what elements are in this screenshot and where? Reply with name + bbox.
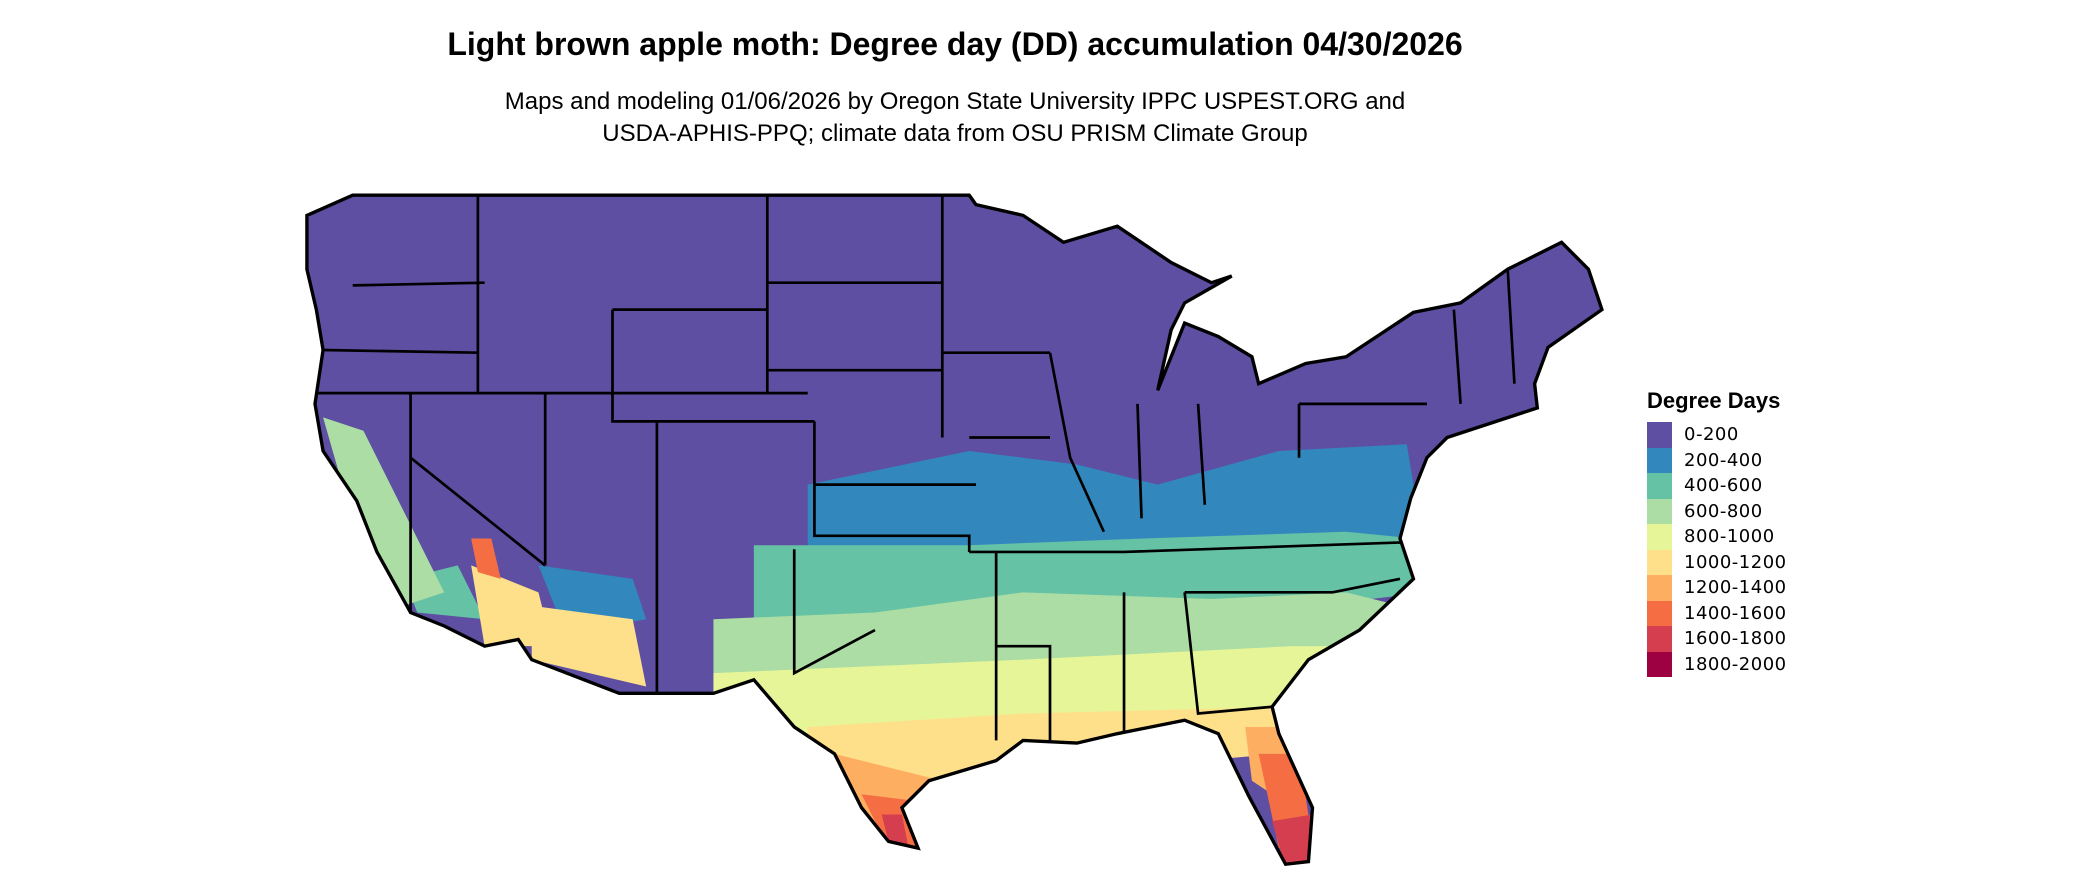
legend-swatch bbox=[1647, 524, 1672, 550]
legend-label: 1400-1600 bbox=[1684, 602, 1787, 624]
legend-swatch bbox=[1647, 473, 1672, 499]
map-title: Light brown apple moth: Degree day (DD) … bbox=[447, 26, 1463, 62]
map-subtitle: Maps and modeling 01/06/2026 by Oregon S… bbox=[0, 86, 1910, 150]
subtitle-line-2: USDA-APHIS-PPQ; climate data from OSU PR… bbox=[602, 120, 1308, 147]
legend-swatch bbox=[1647, 626, 1672, 652]
legend-label: 400-600 bbox=[1684, 475, 1763, 497]
legend-item: 1800-2000 bbox=[1647, 651, 1787, 677]
legend: Degree Days 0-200 200-400 400-600 600-800 80… bbox=[1647, 388, 1787, 677]
legend-item: 200-400 bbox=[1647, 447, 1787, 473]
legend-swatch bbox=[1647, 651, 1672, 677]
legend-swatch bbox=[1647, 447, 1672, 473]
legend-swatch bbox=[1647, 549, 1672, 575]
legend-label: 200-400 bbox=[1684, 449, 1763, 471]
legend-label: 0-200 bbox=[1684, 424, 1739, 446]
state-border bbox=[316, 195, 1516, 748]
legend-swatch bbox=[1647, 498, 1672, 524]
legend-title: Degree Days bbox=[1647, 388, 1781, 413]
legend-item: 1200-1400 bbox=[1647, 575, 1787, 601]
legend-label: 1800-2000 bbox=[1684, 653, 1787, 675]
dd-zone-1800-2000 bbox=[1251, 861, 1320, 865]
legend-item: 1400-1600 bbox=[1647, 600, 1787, 626]
legend-item: 600-800 bbox=[1647, 498, 1787, 524]
legend-item: 800-1000 bbox=[1647, 524, 1787, 550]
legend-item: 1000-1200 bbox=[1647, 549, 1787, 575]
legend-item: 1600-1800 bbox=[1647, 626, 1787, 652]
dd-zone-400-600 bbox=[403, 531, 1427, 674]
subtitle-line-1: Maps and modeling 01/06/2026 by Oregon S… bbox=[504, 88, 1406, 115]
legend-label: 1000-1200 bbox=[1684, 551, 1787, 573]
legend-label: 1600-1800 bbox=[1684, 628, 1787, 650]
dd-zone-600-800 bbox=[323, 417, 1401, 714]
state-borders bbox=[316, 195, 1516, 748]
dd-zone-1600-1800 bbox=[881, 814, 1313, 865]
legend-label: 1200-1400 bbox=[1684, 577, 1787, 599]
legend-swatch bbox=[1647, 575, 1672, 601]
legend-label: 800-1000 bbox=[1684, 526, 1775, 548]
dd-zone-1000-1200 bbox=[471, 565, 1293, 795]
legend-label: 600-800 bbox=[1684, 500, 1763, 522]
legend-item: 0-200 bbox=[1647, 422, 1787, 448]
legend-swatch bbox=[1647, 600, 1672, 626]
legend-item: 400-600 bbox=[1647, 473, 1787, 499]
legend-swatch bbox=[1647, 422, 1672, 448]
